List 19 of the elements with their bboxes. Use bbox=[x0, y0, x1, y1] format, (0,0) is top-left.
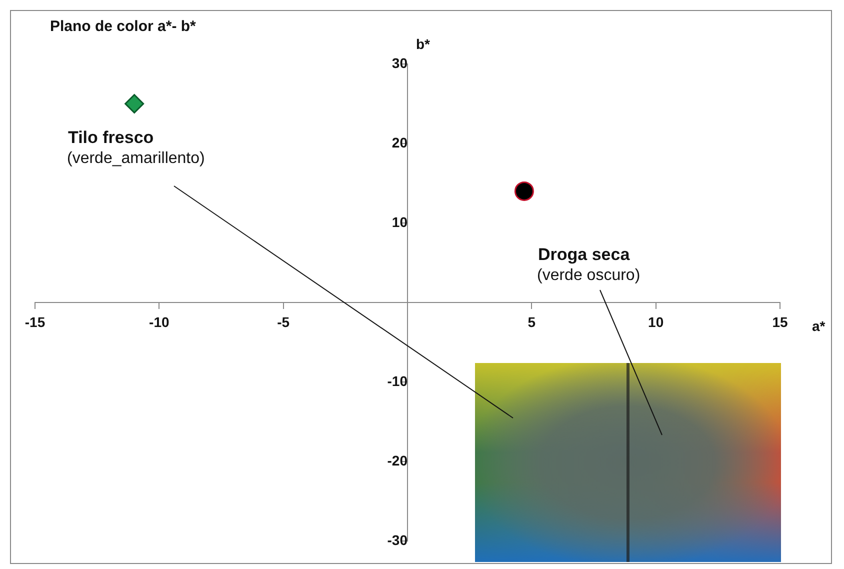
x-axis-title: a* bbox=[812, 318, 826, 334]
annotation: Tilo fresco bbox=[68, 128, 154, 148]
annotation: (verde_amarillento) bbox=[67, 150, 205, 168]
x-tick-label: 5 bbox=[528, 314, 536, 330]
x-tick-label: 10 bbox=[648, 314, 664, 330]
y-tick-label: 20 bbox=[392, 134, 408, 150]
annotation: (verde oscuro) bbox=[537, 267, 640, 285]
x-tick-label: -15 bbox=[24, 314, 46, 330]
annotation: Droga seca bbox=[538, 245, 630, 265]
x-tick-label: -10 bbox=[149, 314, 170, 330]
x-tick-label: 15 bbox=[772, 314, 788, 330]
y-tick-label: 30 bbox=[392, 54, 408, 71]
y-tick-label: 10 bbox=[392, 214, 408, 230]
x-tick-label: -5 bbox=[277, 314, 290, 330]
y-tick-label: -30 bbox=[387, 532, 408, 548]
y-axis-title: b* bbox=[416, 36, 430, 52]
chart-title: Plano de color a*- b* bbox=[50, 18, 196, 35]
y-tick-label: -10 bbox=[387, 372, 408, 389]
y-tick-label: -20 bbox=[387, 452, 408, 468]
